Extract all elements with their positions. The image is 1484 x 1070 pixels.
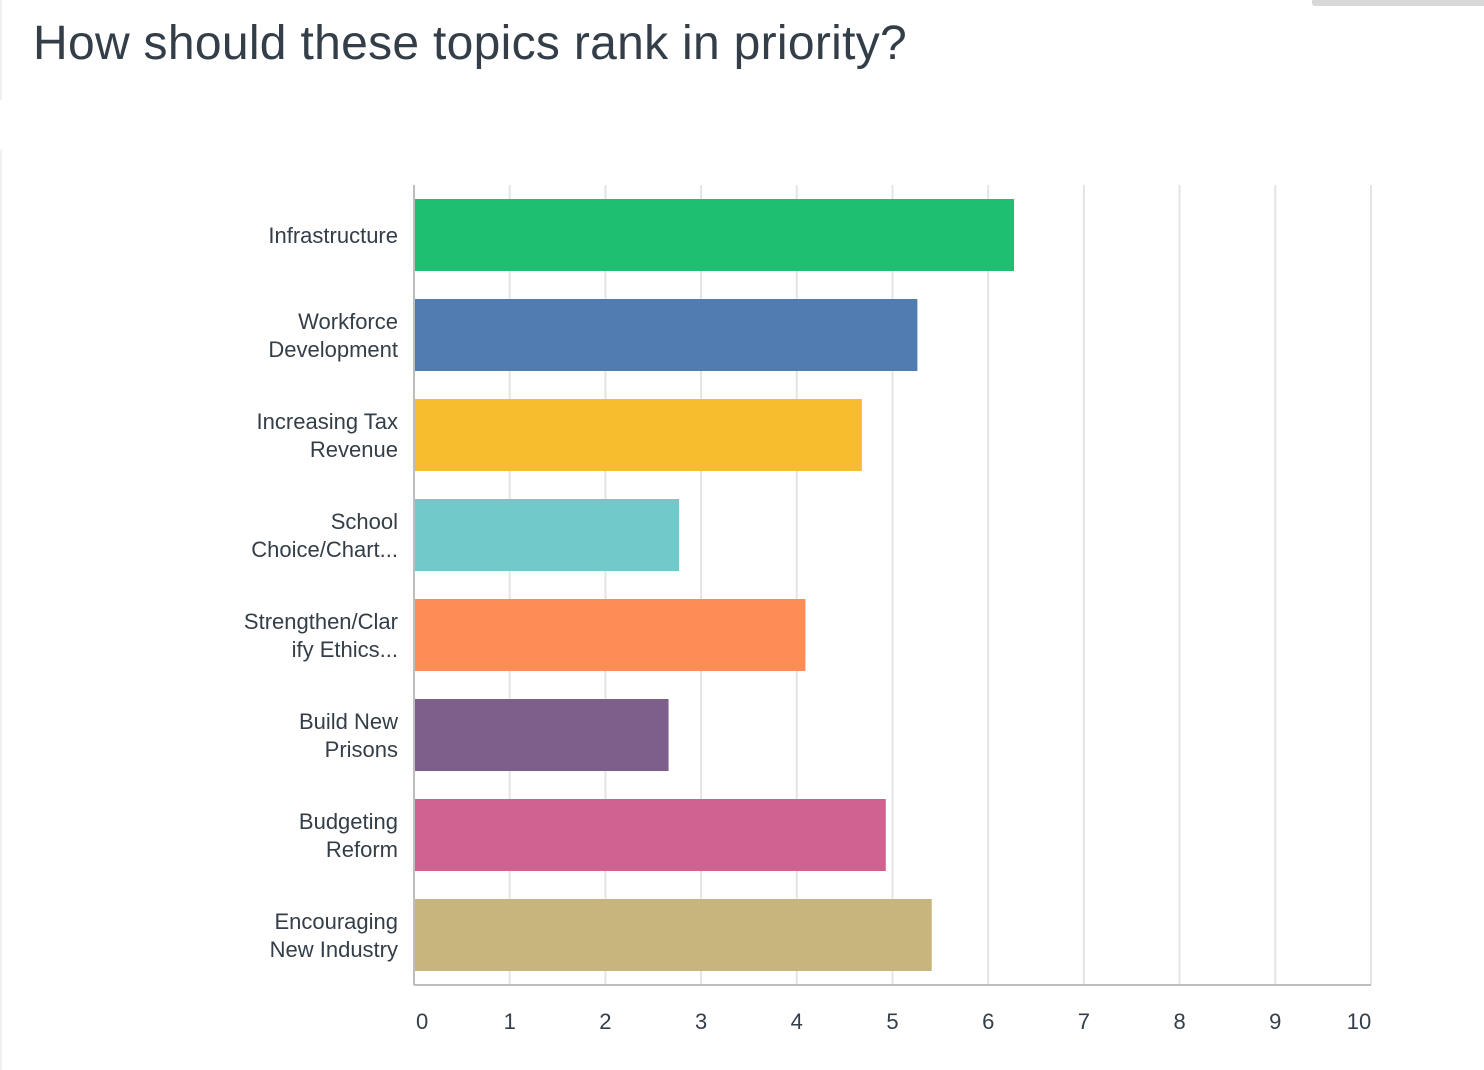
- bar[interactable]: [415, 799, 886, 871]
- x-tick-label: 3: [695, 1009, 707, 1034]
- category-label: School: [331, 509, 398, 534]
- bar[interactable]: [415, 699, 669, 771]
- axes: [413, 185, 1371, 986]
- x-tick-label: 0: [416, 1009, 428, 1034]
- bar[interactable]: [415, 499, 680, 571]
- bar[interactable]: [415, 399, 862, 471]
- x-tick-label: 5: [886, 1009, 898, 1034]
- category-label: Choice/Chart...: [251, 537, 398, 562]
- x-tick-label: 8: [1173, 1009, 1185, 1034]
- x-tick-label: 9: [1269, 1009, 1281, 1034]
- bars: [415, 199, 1015, 971]
- category-label: Increasing Tax: [257, 409, 398, 434]
- bar[interactable]: [415, 599, 806, 671]
- category-label: Reform: [326, 837, 398, 862]
- panel-edge: [0, 0, 2, 100]
- bar[interactable]: [415, 899, 932, 971]
- category-label: Workforce: [298, 309, 398, 334]
- category-label: Encouraging: [274, 909, 398, 934]
- category-label: Prisons: [325, 737, 398, 762]
- x-tick-label: 2: [599, 1009, 611, 1034]
- top-scroll-indicator: [1312, 0, 1484, 6]
- category-label: Development: [268, 337, 398, 362]
- bar[interactable]: [415, 199, 1015, 271]
- x-tick-label: 10: [1347, 1009, 1371, 1034]
- x-tick-label: 4: [791, 1009, 803, 1034]
- chart-title: How should these topics rank in priority…: [33, 17, 908, 70]
- x-tick-label: 6: [982, 1009, 994, 1034]
- category-label: Infrastructure: [268, 223, 398, 248]
- category-label: New Industry: [270, 937, 398, 962]
- x-tick-label: 7: [1078, 1009, 1090, 1034]
- category-label: ify Ethics...: [292, 637, 398, 662]
- category-label: Revenue: [310, 437, 398, 462]
- x-tick-label: 1: [504, 1009, 516, 1034]
- category-label: Budgeting: [299, 809, 398, 834]
- panel-edge: [0, 150, 2, 1070]
- category-label: Strengthen/Clar: [244, 609, 398, 634]
- x-tick-labels: 0 1 2 3 4 5 6 7 8 9 10: [416, 1009, 1371, 1034]
- category-label: Build New: [299, 709, 398, 734]
- bar[interactable]: [415, 299, 918, 371]
- category-labels: Infrastructure Workforce Development Increa…: [244, 223, 398, 962]
